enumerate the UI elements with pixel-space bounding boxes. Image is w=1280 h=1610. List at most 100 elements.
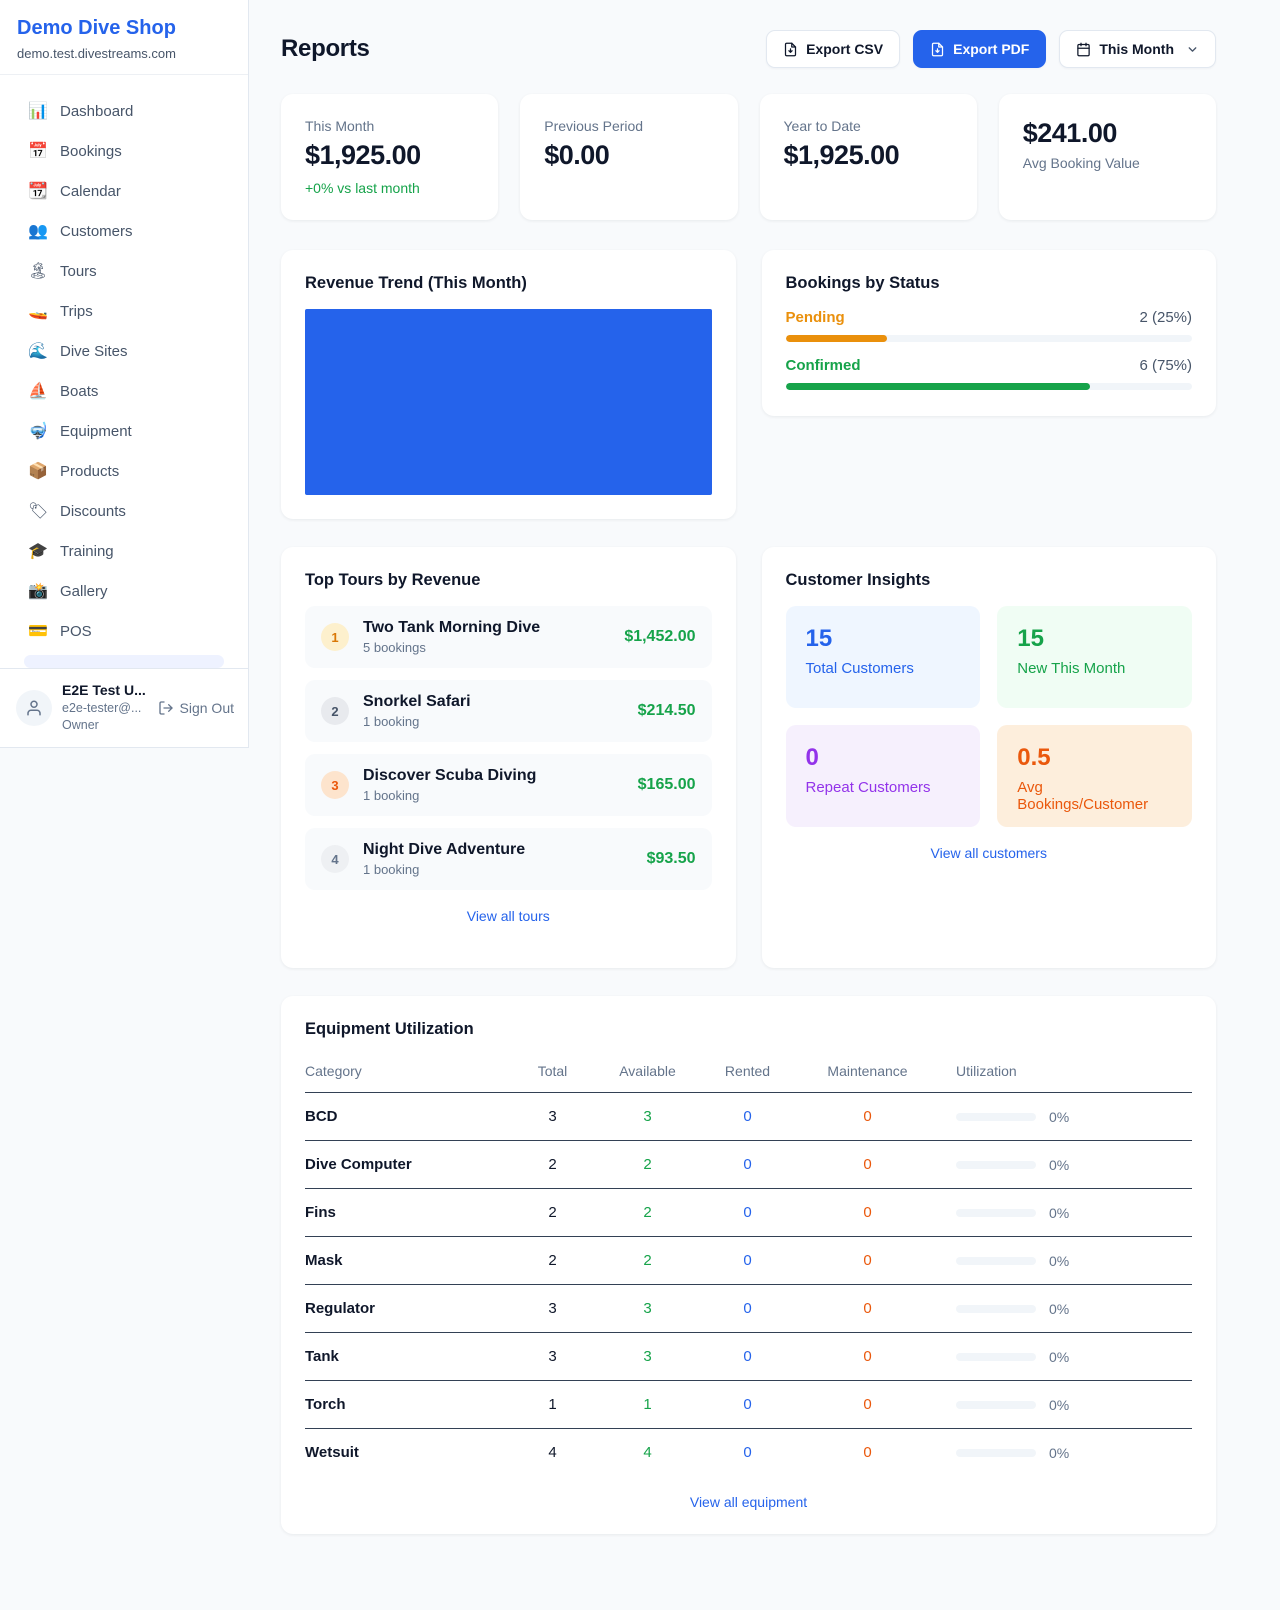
status-count: 6 (75%): [1139, 357, 1192, 374]
sidebar-item-label: Customers: [60, 222, 133, 240]
sidebar-item-boats[interactable]: ⛵ Boats: [12, 371, 236, 411]
status-label: Pending: [785, 309, 845, 326]
sidebar-item-label: Dive Sites: [60, 342, 128, 360]
export-pdf-button[interactable]: Export PDF: [913, 30, 1047, 68]
equipment-available: 3: [643, 1108, 652, 1125]
equipment-rented: 0: [743, 1252, 752, 1269]
insight-new-this-month: 15 New This Month: [997, 606, 1192, 708]
sidebar-item-gallery[interactable]: 📸 Gallery: [12, 571, 236, 611]
tour-name: Two Tank Morning Dive: [363, 619, 541, 636]
revenue-trend-title: Revenue Trend (This Month): [305, 274, 527, 292]
sidebar-item-dashboard[interactable]: 📊 Dashboard: [12, 91, 236, 131]
bar-chart-icon: 📊: [28, 103, 48, 120]
period-select[interactable]: This Month: [1059, 30, 1216, 68]
equipment-category: Tank: [305, 1348, 339, 1365]
equipment-utilization-card: Equipment Utilization Category Total Ava…: [281, 996, 1216, 1534]
tour-revenue: $165.00: [637, 776, 696, 793]
equipment-available: 1: [643, 1396, 652, 1413]
utilization-percent: 0%: [1049, 1108, 1070, 1125]
view-all-customers-link[interactable]: View all customers: [930, 845, 1047, 861]
equipment-maintenance: 0: [863, 1300, 872, 1317]
tear-off-calendar-icon: 📆: [28, 183, 48, 200]
equipment-table-header: Category Total Available Rented Maintena…: [305, 1055, 1192, 1093]
charts-row: Revenue Trend (This Month) Bookings by S…: [281, 250, 1216, 519]
equipment-utilization-cell: 0%: [935, 1445, 1192, 1461]
sidebar-item-equipment[interactable]: 🤿 Equipment: [12, 411, 236, 451]
equipment-maintenance: 0: [863, 1156, 872, 1173]
sidebar-item-bookings[interactable]: 📅 Bookings: [12, 131, 236, 171]
stat-card-this-month: This Month $1,925.00 +0% vs last month: [281, 94, 499, 220]
island-icon: 🏝: [28, 263, 49, 280]
revenue-trend-card: Revenue Trend (This Month): [281, 250, 736, 519]
sidebar-item-products[interactable]: 📦 Products: [12, 451, 236, 491]
tour-bookings: 5 bookings: [363, 640, 426, 655]
stat-card-avg-booking-value: $241.00 Avg Booking Value: [998, 94, 1216, 220]
tour-revenue: $214.50: [637, 702, 696, 719]
tour-list-item[interactable]: 1 Two Tank Morning Dive 5 bookings $1,45…: [305, 606, 712, 668]
tour-list-item[interactable]: 2 Snorkel Safari 1 booking $214.50: [305, 680, 712, 742]
insight-label: Avg Bookings/Customer: [1017, 779, 1149, 813]
sidebar-item-dive-sites[interactable]: 🌊 Dive Sites: [12, 331, 236, 371]
column-header-maintenance: Maintenance: [827, 1063, 908, 1079]
stat-value: $241.00: [1022, 118, 1118, 148]
utilization-bar-track: [956, 1256, 1036, 1265]
speedboat-icon: 🚤: [28, 303, 48, 320]
sidebar-item-label: POS: [60, 622, 92, 640]
sign-out-button[interactable]: Sign Out: [158, 700, 234, 716]
equipment-rented: 0: [743, 1348, 752, 1365]
sidebar-item-label: Discounts: [60, 502, 126, 520]
page-header: Reports Export CSV Export PDF This Month: [281, 30, 1216, 68]
calendar-date-icon: 📅: [28, 143, 48, 160]
stats-row: This Month $1,925.00 +0% vs last month P…: [281, 94, 1216, 220]
equipment-total: 3: [548, 1300, 557, 1317]
sidebar-item-active-partial[interactable]: [24, 655, 224, 668]
rank-badge: 3: [321, 771, 349, 799]
tour-revenue: $1,452.00: [624, 628, 696, 645]
shop-name: Demo Dive Shop: [17, 17, 176, 39]
sidebar-item-training[interactable]: 🎓 Training: [12, 531, 236, 571]
sidebar-item-discounts[interactable]: 🏷 Discounts: [12, 491, 236, 531]
equipment-available: 2: [643, 1204, 652, 1221]
sidebar-item-label: Tours: [60, 262, 97, 280]
status-progress-fill: [785, 383, 1091, 390]
tour-name: Night Dive Adventure: [363, 841, 526, 858]
table-row: Wetsuit 4 4 0 0 0%: [305, 1429, 1192, 1476]
tag-icon: 🏷: [28, 503, 49, 520]
table-row: Torch 1 1 0 0 0%: [305, 1381, 1192, 1429]
view-all-tours-link[interactable]: View all tours: [466, 908, 550, 924]
tour-list-item[interactable]: 4 Night Dive Adventure 1 booking $93.50: [305, 828, 712, 890]
sidebar: Demo Dive Shop demo.test.divestreams.com…: [0, 0, 249, 748]
view-all-equipment-link[interactable]: View all equipment: [689, 1494, 808, 1510]
insight-label: Total Customers: [805, 660, 914, 677]
equipment-category: Fins: [305, 1204, 336, 1221]
equipment-rented: 0: [743, 1396, 752, 1413]
stat-label: Previous Period: [544, 118, 644, 134]
equipment-utilization-cell: 0%: [935, 1397, 1192, 1413]
sidebar-item-customers[interactable]: 👥 Customers: [12, 211, 236, 251]
table-row: Fins 2 2 0 0 0%: [305, 1189, 1192, 1237]
people-icon: 👥: [28, 223, 48, 240]
credit-card-icon: 💳: [28, 623, 48, 640]
stat-value: $1,925.00: [305, 140, 421, 170]
export-csv-label: Export CSV: [806, 41, 884, 57]
status-progress-track: [785, 335, 1192, 342]
wave-icon: 🌊: [28, 343, 48, 360]
table-row: Dive Computer 2 2 0 0 0%: [305, 1141, 1192, 1189]
equipment-total: 2: [548, 1156, 557, 1173]
export-csv-button[interactable]: Export CSV: [766, 30, 901, 68]
sidebar-item-tours[interactable]: 🏝 Tours: [12, 251, 236, 291]
utilization-percent: 0%: [1049, 1300, 1070, 1317]
sidebar-item-calendar[interactable]: 📆 Calendar: [12, 171, 236, 211]
sidebar-item-label: Calendar: [60, 182, 121, 200]
sidebar-item-trips[interactable]: 🚤 Trips: [12, 291, 236, 331]
equipment-utilization-cell: 0%: [935, 1109, 1192, 1125]
status-progress-track: [785, 383, 1192, 390]
utilization-percent: 0%: [1049, 1444, 1070, 1461]
sidebar-item-label: Dashboard: [60, 102, 134, 120]
sign-out-icon: [158, 701, 173, 715]
stat-card-previous-period: Previous Period $0.00: [520, 94, 738, 220]
sidebar-item-pos[interactable]: 💳 POS: [12, 611, 236, 651]
tour-list-item[interactable]: 3 Discover Scuba Diving 1 booking $165.0…: [305, 754, 712, 816]
user-footer: E2E Test U... e2e-tester@... Owner Sign …: [0, 668, 248, 747]
equipment-utilization-cell: 0%: [935, 1349, 1192, 1365]
